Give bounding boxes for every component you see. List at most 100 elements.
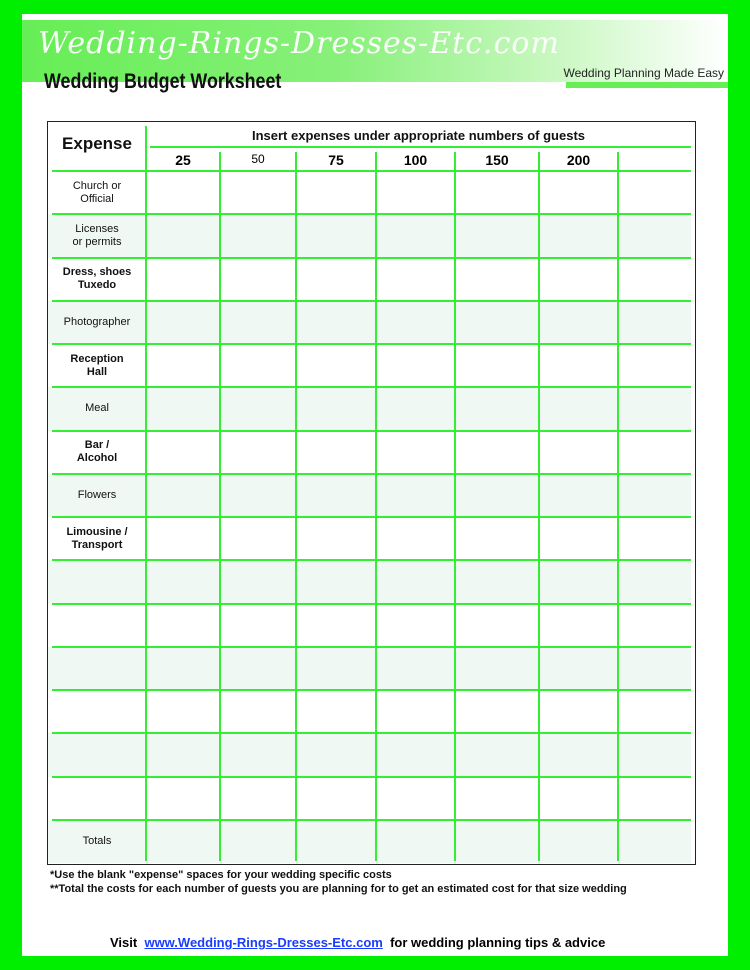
- expense-cell[interactable]: [377, 518, 454, 559]
- expense-cell[interactable]: [147, 778, 219, 819]
- expense-cell[interactable]: [540, 821, 617, 862]
- expense-cell[interactable]: [377, 388, 454, 429]
- expense-cell[interactable]: [377, 561, 454, 602]
- expense-cell[interactable]: [456, 475, 538, 516]
- expense-cell[interactable]: [297, 475, 375, 516]
- expense-cell[interactable]: [221, 172, 295, 213]
- website-link[interactable]: www.Wedding-Rings-Dresses-Etc.com: [144, 935, 383, 950]
- expense-cell[interactable]: [456, 561, 538, 602]
- expense-cell[interactable]: [297, 259, 375, 300]
- expense-cell[interactable]: [540, 345, 617, 386]
- expense-cell[interactable]: [377, 215, 454, 256]
- expense-cell[interactable]: [221, 605, 295, 646]
- expense-cell[interactable]: [297, 605, 375, 646]
- expense-cell[interactable]: [297, 215, 375, 256]
- expense-cell[interactable]: [221, 734, 295, 775]
- expense-cell[interactable]: [377, 475, 454, 516]
- expense-cell[interactable]: [377, 302, 454, 343]
- expense-cell[interactable]: [456, 691, 538, 732]
- expense-cell[interactable]: [377, 691, 454, 732]
- expense-cell[interactable]: [619, 605, 690, 646]
- expense-cell[interactable]: [456, 778, 538, 819]
- expense-cell[interactable]: [147, 691, 219, 732]
- expense-cell[interactable]: [619, 259, 690, 300]
- expense-cell[interactable]: [540, 388, 617, 429]
- expense-cell[interactable]: [297, 172, 375, 213]
- expense-cell[interactable]: [147, 561, 219, 602]
- expense-cell[interactable]: [540, 691, 617, 732]
- expense-cell[interactable]: [377, 172, 454, 213]
- expense-cell[interactable]: [147, 172, 219, 213]
- expense-cell[interactable]: [456, 734, 538, 775]
- expense-cell[interactable]: [540, 475, 617, 516]
- expense-cell[interactable]: [297, 734, 375, 775]
- expense-cell[interactable]: [147, 302, 219, 343]
- expense-cell[interactable]: [377, 259, 454, 300]
- expense-cell[interactable]: [221, 215, 295, 256]
- expense-cell[interactable]: [147, 215, 219, 256]
- expense-cell[interactable]: [377, 345, 454, 386]
- expense-cell[interactable]: [540, 172, 617, 213]
- expense-cell[interactable]: [540, 302, 617, 343]
- expense-cell[interactable]: [540, 778, 617, 819]
- expense-cell[interactable]: [456, 302, 538, 343]
- expense-cell[interactable]: [147, 518, 219, 559]
- expense-cell[interactable]: [456, 432, 538, 473]
- expense-cell[interactable]: [456, 172, 538, 213]
- expense-cell[interactable]: [619, 648, 690, 689]
- expense-cell[interactable]: [147, 734, 219, 775]
- expense-cell[interactable]: [297, 432, 375, 473]
- expense-cell[interactable]: [297, 345, 375, 386]
- expense-cell[interactable]: [377, 821, 454, 862]
- expense-cell[interactable]: [147, 388, 219, 429]
- expense-cell[interactable]: [147, 475, 219, 516]
- expense-cell[interactable]: [297, 821, 375, 862]
- expense-cell[interactable]: [377, 605, 454, 646]
- expense-cell[interactable]: [297, 561, 375, 602]
- expense-cell[interactable]: [147, 648, 219, 689]
- expense-cell[interactable]: [540, 432, 617, 473]
- expense-cell[interactable]: [456, 345, 538, 386]
- expense-cell[interactable]: [221, 432, 295, 473]
- expense-cell[interactable]: [456, 259, 538, 300]
- expense-cell[interactable]: [456, 215, 538, 256]
- expense-cell[interactable]: [540, 518, 617, 559]
- expense-cell[interactable]: [297, 302, 375, 343]
- expense-cell[interactable]: [297, 518, 375, 559]
- expense-cell[interactable]: [456, 821, 538, 862]
- expense-cell[interactable]: [147, 259, 219, 300]
- expense-cell[interactable]: [297, 691, 375, 732]
- expense-cell[interactable]: [297, 648, 375, 689]
- expense-cell[interactable]: [221, 388, 295, 429]
- expense-cell[interactable]: [540, 215, 617, 256]
- expense-cell[interactable]: [297, 778, 375, 819]
- expense-cell[interactable]: [619, 215, 690, 256]
- expense-cell[interactable]: [619, 172, 690, 213]
- expense-cell[interactable]: [297, 388, 375, 429]
- expense-cell[interactable]: [456, 388, 538, 429]
- expense-cell[interactable]: [619, 778, 690, 819]
- expense-cell[interactable]: [540, 648, 617, 689]
- expense-cell[interactable]: [221, 345, 295, 386]
- expense-cell[interactable]: [221, 259, 295, 300]
- expense-cell[interactable]: [619, 821, 690, 862]
- expense-cell[interactable]: [221, 648, 295, 689]
- expense-cell[interactable]: [147, 345, 219, 386]
- expense-cell[interactable]: [221, 778, 295, 819]
- expense-cell[interactable]: [377, 432, 454, 473]
- expense-cell[interactable]: [377, 648, 454, 689]
- expense-cell[interactable]: [221, 691, 295, 732]
- expense-cell[interactable]: [619, 302, 690, 343]
- expense-cell[interactable]: [619, 691, 690, 732]
- expense-cell[interactable]: [540, 561, 617, 602]
- expense-cell[interactable]: [540, 734, 617, 775]
- expense-cell[interactable]: [147, 821, 219, 862]
- expense-cell[interactable]: [456, 648, 538, 689]
- expense-cell[interactable]: [377, 734, 454, 775]
- expense-cell[interactable]: [221, 475, 295, 516]
- expense-cell[interactable]: [221, 518, 295, 559]
- expense-cell[interactable]: [221, 302, 295, 343]
- expense-cell[interactable]: [619, 561, 690, 602]
- expense-cell[interactable]: [456, 605, 538, 646]
- expense-cell[interactable]: [540, 259, 617, 300]
